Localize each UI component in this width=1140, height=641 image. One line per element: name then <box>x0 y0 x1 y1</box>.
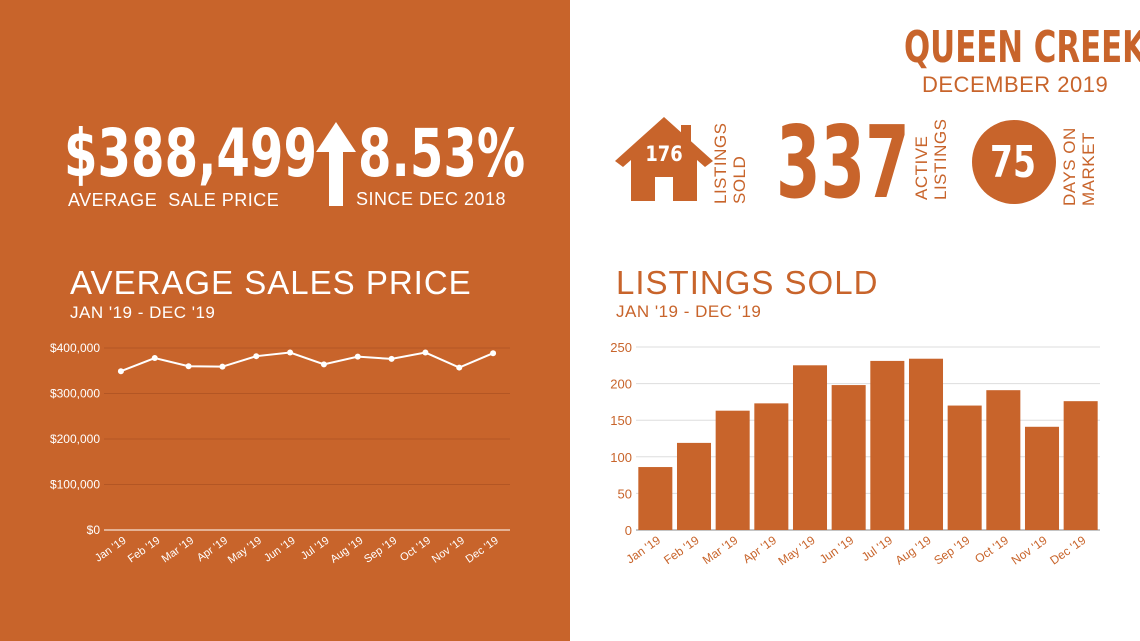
arrow-up-icon <box>316 122 356 206</box>
data-point <box>185 363 192 370</box>
y-tick-label: $100,000 <box>50 478 100 492</box>
y-tick-label: $400,000 <box>50 341 100 355</box>
period-subtitle: DECEMBER 2019 <box>922 72 1109 97</box>
bar <box>715 410 750 530</box>
average-price-label: AVERAGE SALE PRICE <box>68 190 280 210</box>
bar <box>870 360 905 530</box>
x-tick-label: Jan '19 <box>93 535 129 565</box>
bar <box>947 405 982 530</box>
bar <box>831 385 866 530</box>
average-price-line-chart: $0 $100,000 $200,000 $300,000 $400,000 Jan '1… <box>50 341 510 567</box>
listings-sold-label-2: SOLD <box>730 155 749 204</box>
x-tick-label: Oct '19 <box>972 533 1011 566</box>
days-on-market-label-1: DAYS ON <box>1060 127 1079 206</box>
active-listings-label-2: LISTINGS <box>931 118 950 200</box>
active-listings-value: 337 <box>776 104 910 221</box>
bar-chart-title: LISTINGS SOLD <box>616 264 879 301</box>
y-tick-label: 50 <box>618 486 632 501</box>
y-tick-label: $300,000 <box>50 387 100 401</box>
days-on-market-value: 75 <box>990 137 1036 188</box>
listings-sold-label-1: LISTINGS <box>711 122 730 204</box>
y-tick-label: 0 <box>625 523 632 538</box>
bar-chart-subtitle: JAN '19 - DEC '19 <box>616 302 762 321</box>
y-tick-label: $200,000 <box>50 432 100 446</box>
x-tick-label: Aug '19 <box>328 535 365 566</box>
y-tick-label: 250 <box>610 340 632 355</box>
x-tick-label: Apr '19 <box>740 533 779 566</box>
data-point <box>287 349 294 356</box>
days-on-market-label-2: MARKET <box>1079 132 1098 206</box>
x-tick-label: Mar '19 <box>160 535 197 566</box>
data-point <box>219 363 226 370</box>
data-point <box>151 355 158 362</box>
x-tick-label: Feb '19 <box>661 533 702 567</box>
data-point <box>320 361 327 368</box>
x-tick-label: Oct '19 <box>398 535 433 565</box>
data-point <box>422 349 429 356</box>
data-point <box>253 353 260 360</box>
x-tick-label: May '19 <box>776 533 818 569</box>
x-tick-label: Jun '19 <box>817 533 857 567</box>
x-tick-label: Jul '19 <box>299 535 332 563</box>
x-tick-label: Jul '19 <box>859 533 895 564</box>
bar <box>754 403 789 530</box>
data-point <box>490 350 497 357</box>
average-price-value: $388,499 <box>64 115 317 192</box>
bar <box>908 358 944 530</box>
line-chart-subtitle: JAN '19 - DEC '19 <box>70 303 216 322</box>
y-tick-label: 100 <box>610 450 632 465</box>
bar <box>638 467 673 530</box>
x-tick-label: Mar '19 <box>700 533 741 567</box>
line-chart-title: AVERAGE SALES PRICE <box>70 264 472 301</box>
left-panel: $388,499 AVERAGE SALE PRICE 8.53% SINCE … <box>0 0 570 641</box>
data-point <box>456 364 463 371</box>
change-percent: 8.53% <box>358 115 526 192</box>
y-tick-label: 200 <box>610 377 632 392</box>
house-icon <box>615 117 713 201</box>
y-tick-label: 150 <box>610 413 632 428</box>
x-tick-label: Feb '19 <box>126 535 163 566</box>
bar <box>986 390 1021 530</box>
x-tick-label: Dec '19 <box>464 535 501 566</box>
y-tick-label: $0 <box>87 523 101 537</box>
bar <box>1063 401 1098 530</box>
x-tick-label: May '19 <box>226 535 264 567</box>
x-tick-label: Nov '19 <box>430 535 467 566</box>
city-title: QUEEN CREEK <box>904 22 1140 73</box>
x-tick-label: Nov '19 <box>1009 533 1050 568</box>
change-label: SINCE DEC 2018 <box>356 189 507 209</box>
data-point <box>354 353 361 360</box>
active-listings-label-1: ACTIVE <box>912 135 931 200</box>
listings-sold-value: 176 <box>645 142 683 166</box>
right-panel: QUEEN CREEK DECEMBER 2019 176 LISTINGS S… <box>570 0 1140 641</box>
x-tick-label: Aug '19 <box>893 533 934 568</box>
x-tick-label: Dec '19 <box>1047 533 1088 568</box>
days-circle <box>972 120 1056 204</box>
bar <box>1024 426 1060 530</box>
bar <box>676 442 712 530</box>
price-series-line <box>120 351 494 373</box>
x-tick-label: Apr '19 <box>195 535 230 565</box>
x-tick-label: Sep '19 <box>931 533 972 568</box>
x-tick-label: Jun '19 <box>262 535 298 565</box>
x-tick-label: Sep '19 <box>362 535 399 566</box>
data-point <box>388 355 395 362</box>
data-point <box>117 368 124 375</box>
bar <box>792 365 828 530</box>
